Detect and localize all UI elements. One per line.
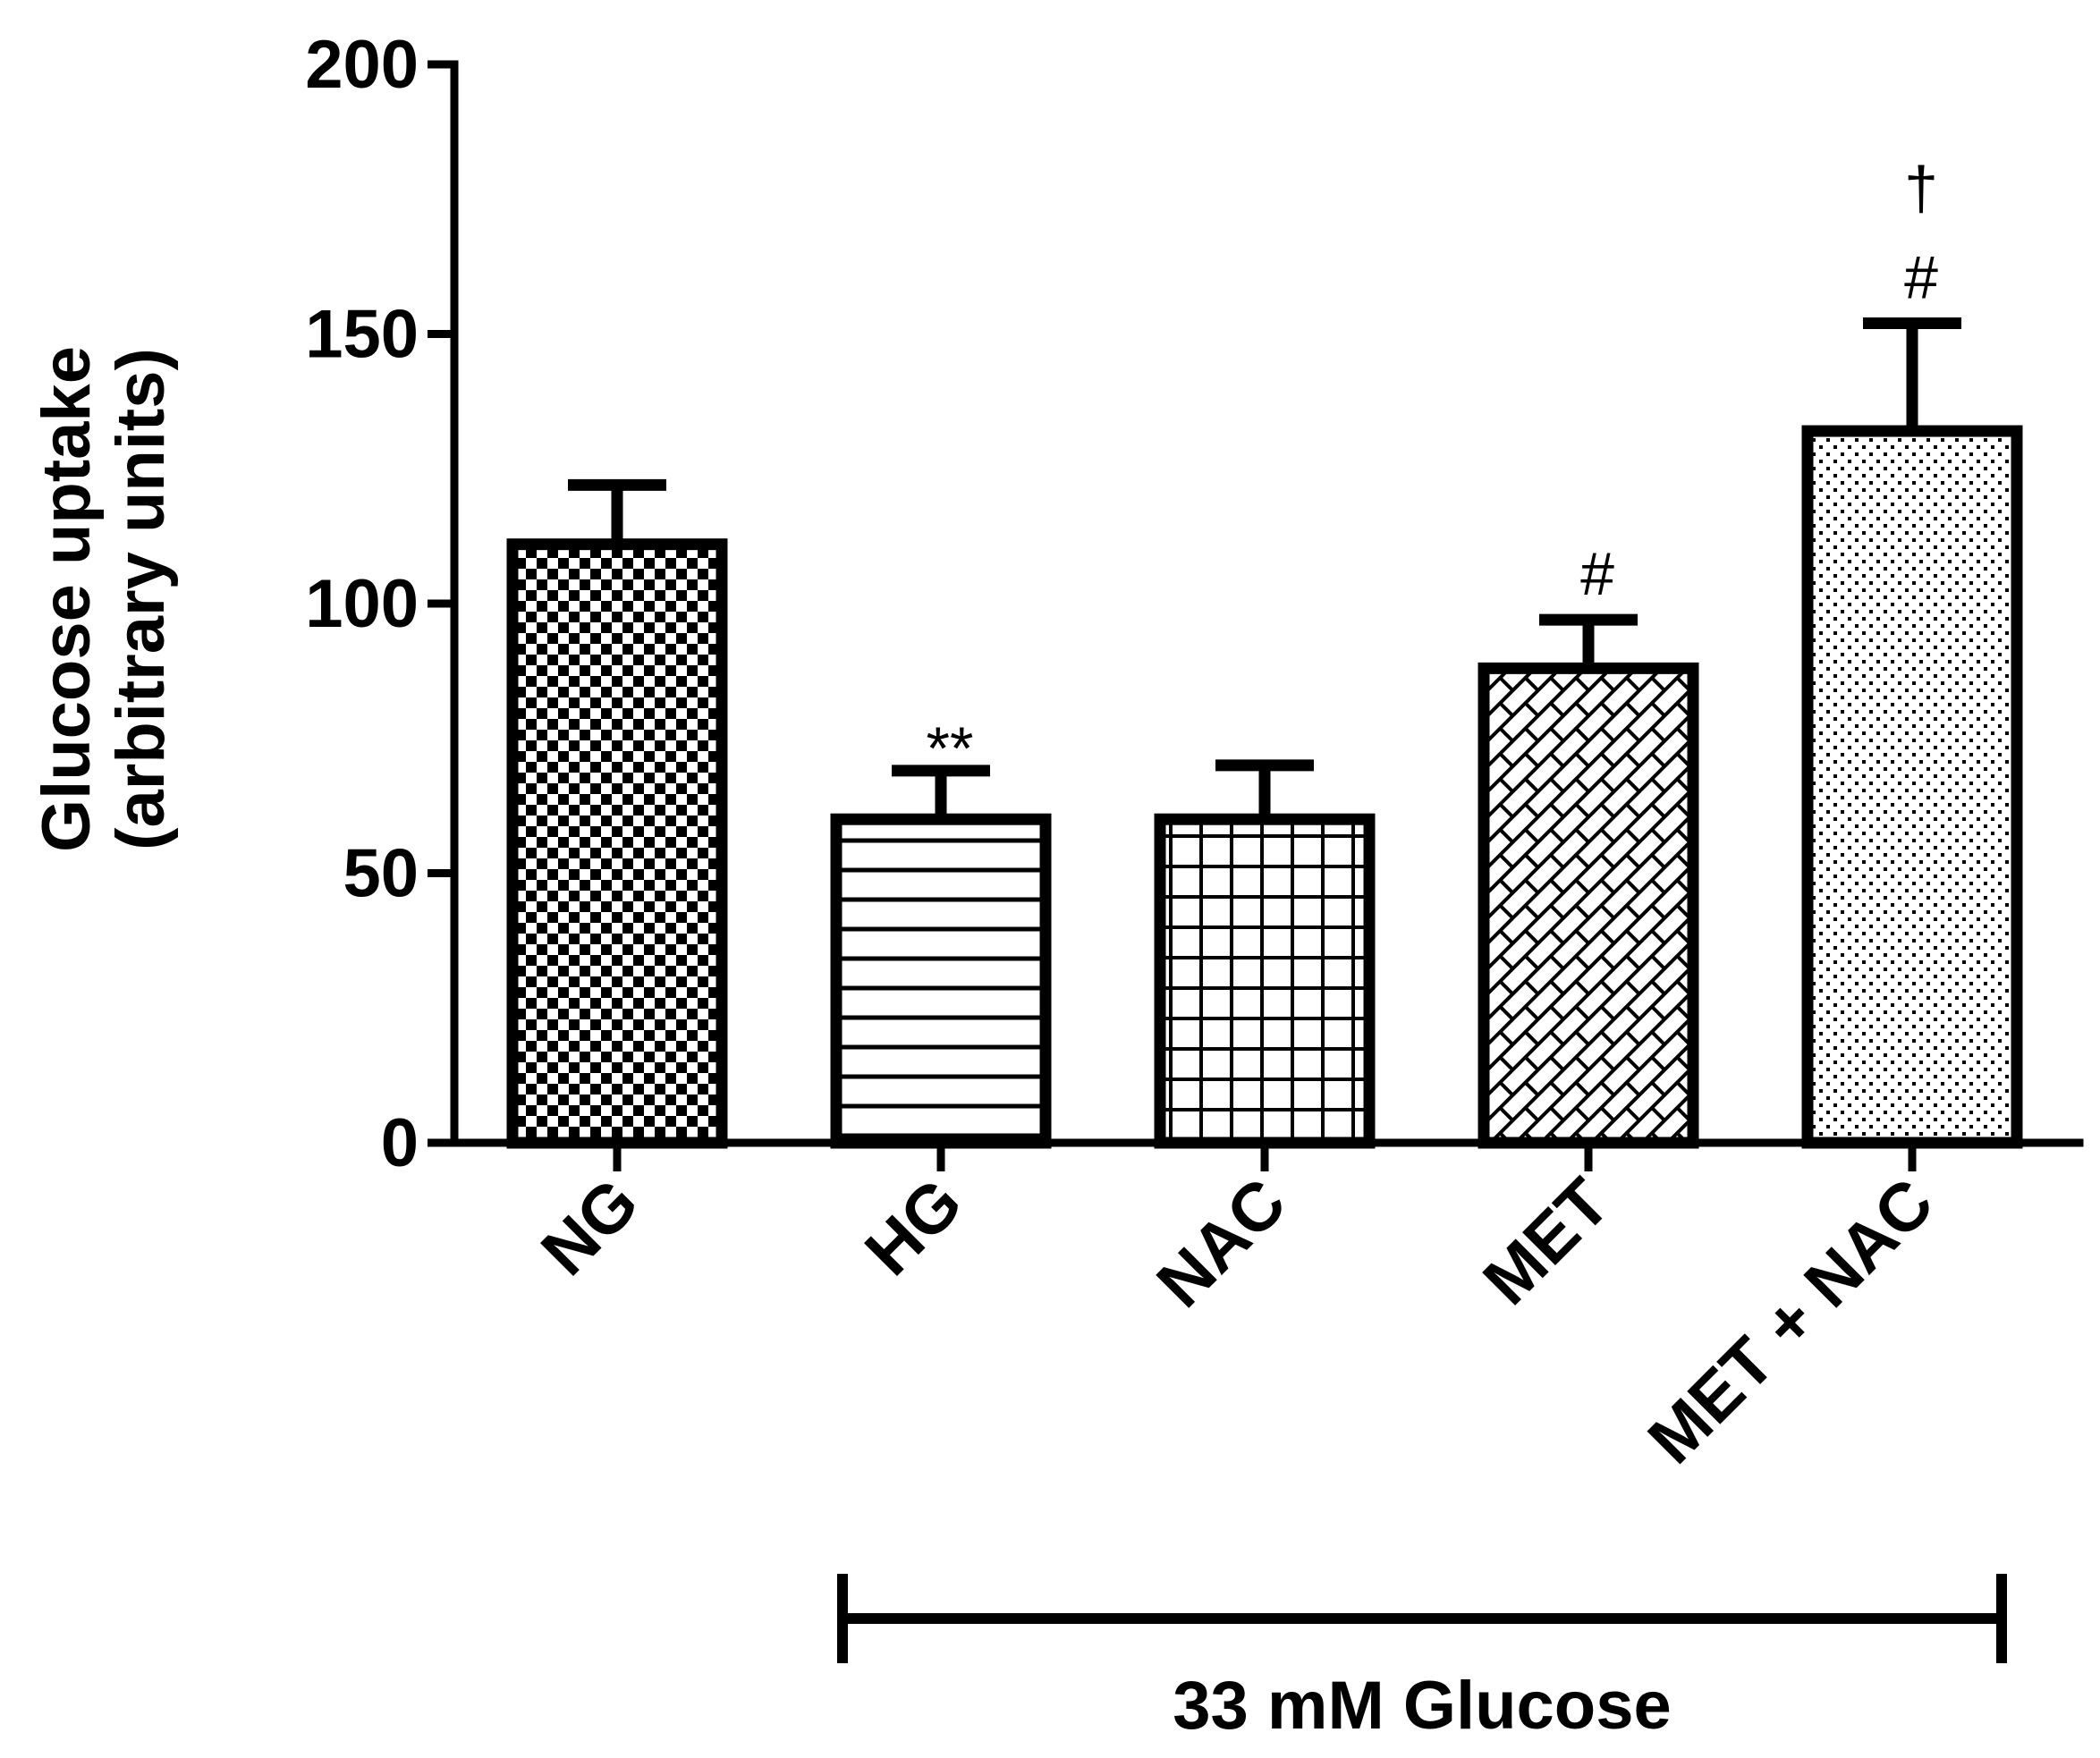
y-axis: 0 50 100 150 200 <box>305 27 459 1181</box>
significance-marker: # <box>1904 243 1938 311</box>
bar-met-nac <box>1801 425 2023 1149</box>
bracket-label: 33 mM Glucose <box>1173 1668 1672 1744</box>
significance-marker: † <box>1904 154 1938 222</box>
y-axis-label-line-1: Glucose uptake <box>29 346 105 852</box>
x-tick-label: MET <box>1469 1164 1624 1320</box>
bar-nac <box>1154 813 1376 1149</box>
significance-marker: # <box>1580 540 1614 608</box>
significance-annotations: ** # # † <box>927 154 1939 782</box>
x-axis: NG HG NAC MET MET + NAC <box>450 1138 2084 1478</box>
bar-met <box>1478 662 1699 1149</box>
y-axis-label-line-2: (arbitrary units) <box>103 348 179 850</box>
x-tick-label: MET + NAC <box>1634 1164 1948 1478</box>
y-tick-label: 50 <box>343 836 419 912</box>
bar-ng <box>506 538 728 1149</box>
significance-marker: ** <box>927 714 974 782</box>
condition-bracket: 33 mM Glucose <box>837 1574 2007 1744</box>
y-tick-label: 100 <box>305 566 419 642</box>
y-tick-label: 0 <box>381 1105 419 1181</box>
x-tick-label: NAC <box>1142 1164 1300 1323</box>
bars <box>506 317 2023 1149</box>
x-tick-label: HG <box>851 1164 977 1290</box>
bar-hg <box>830 813 1052 1149</box>
y-tick-label: 200 <box>305 27 419 103</box>
y-tick-label: 150 <box>305 297 419 373</box>
x-tick-label: NG <box>527 1164 653 1290</box>
